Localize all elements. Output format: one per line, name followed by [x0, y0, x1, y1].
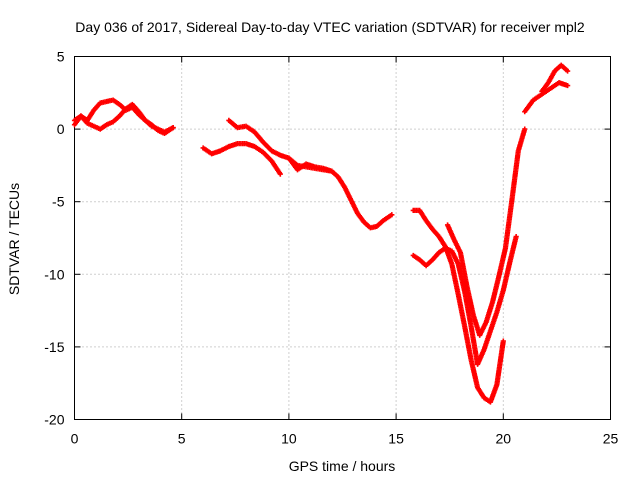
y-tick-label: -20 — [44, 412, 64, 428]
data-points — [71, 62, 571, 405]
x-axis-label: GPS time / hours — [289, 458, 396, 474]
y-tick-label: -5 — [52, 194, 65, 210]
series-track-9 — [522, 80, 571, 115]
y-tick-label: -10 — [44, 266, 64, 282]
series-track-2 — [71, 101, 176, 135]
plot-frame — [74, 56, 611, 420]
x-tick-label: 10 — [281, 431, 297, 447]
series-track-6 — [410, 207, 506, 405]
y-axis-label: SDTVAR / TECUs — [6, 183, 22, 295]
grid — [74, 56, 611, 420]
data-point — [389, 212, 395, 218]
series-track-10 — [539, 62, 571, 94]
x-tick-label: 5 — [178, 431, 186, 447]
data-point — [277, 171, 283, 177]
series-track-8 — [444, 126, 528, 338]
data-point — [170, 125, 176, 131]
data-point — [565, 82, 571, 89]
x-tick-label: 25 — [603, 431, 619, 447]
data-point — [513, 233, 519, 240]
x-tick-label: 0 — [71, 431, 79, 447]
y-tick-label: 5 — [57, 49, 65, 65]
chart-title: Day 036 of 2017, Sidereal Day-to-day VTE… — [75, 19, 585, 35]
data-point — [500, 338, 506, 344]
series-track-7 — [410, 233, 519, 367]
x-tick-label: 15 — [388, 431, 404, 447]
axis-ticks — [74, 56, 611, 420]
series-track-5 — [286, 155, 395, 231]
data-point — [565, 68, 571, 74]
series-track-3 — [200, 141, 283, 177]
y-tick-label: 0 — [57, 121, 65, 137]
y-tick-label: -15 — [44, 339, 64, 355]
tick-labels: 0 5 10 15 20 25 5 0 -5 -10 -15 -20 — [44, 49, 618, 447]
x-tick-label: 20 — [496, 431, 512, 447]
data-point — [522, 126, 528, 132]
